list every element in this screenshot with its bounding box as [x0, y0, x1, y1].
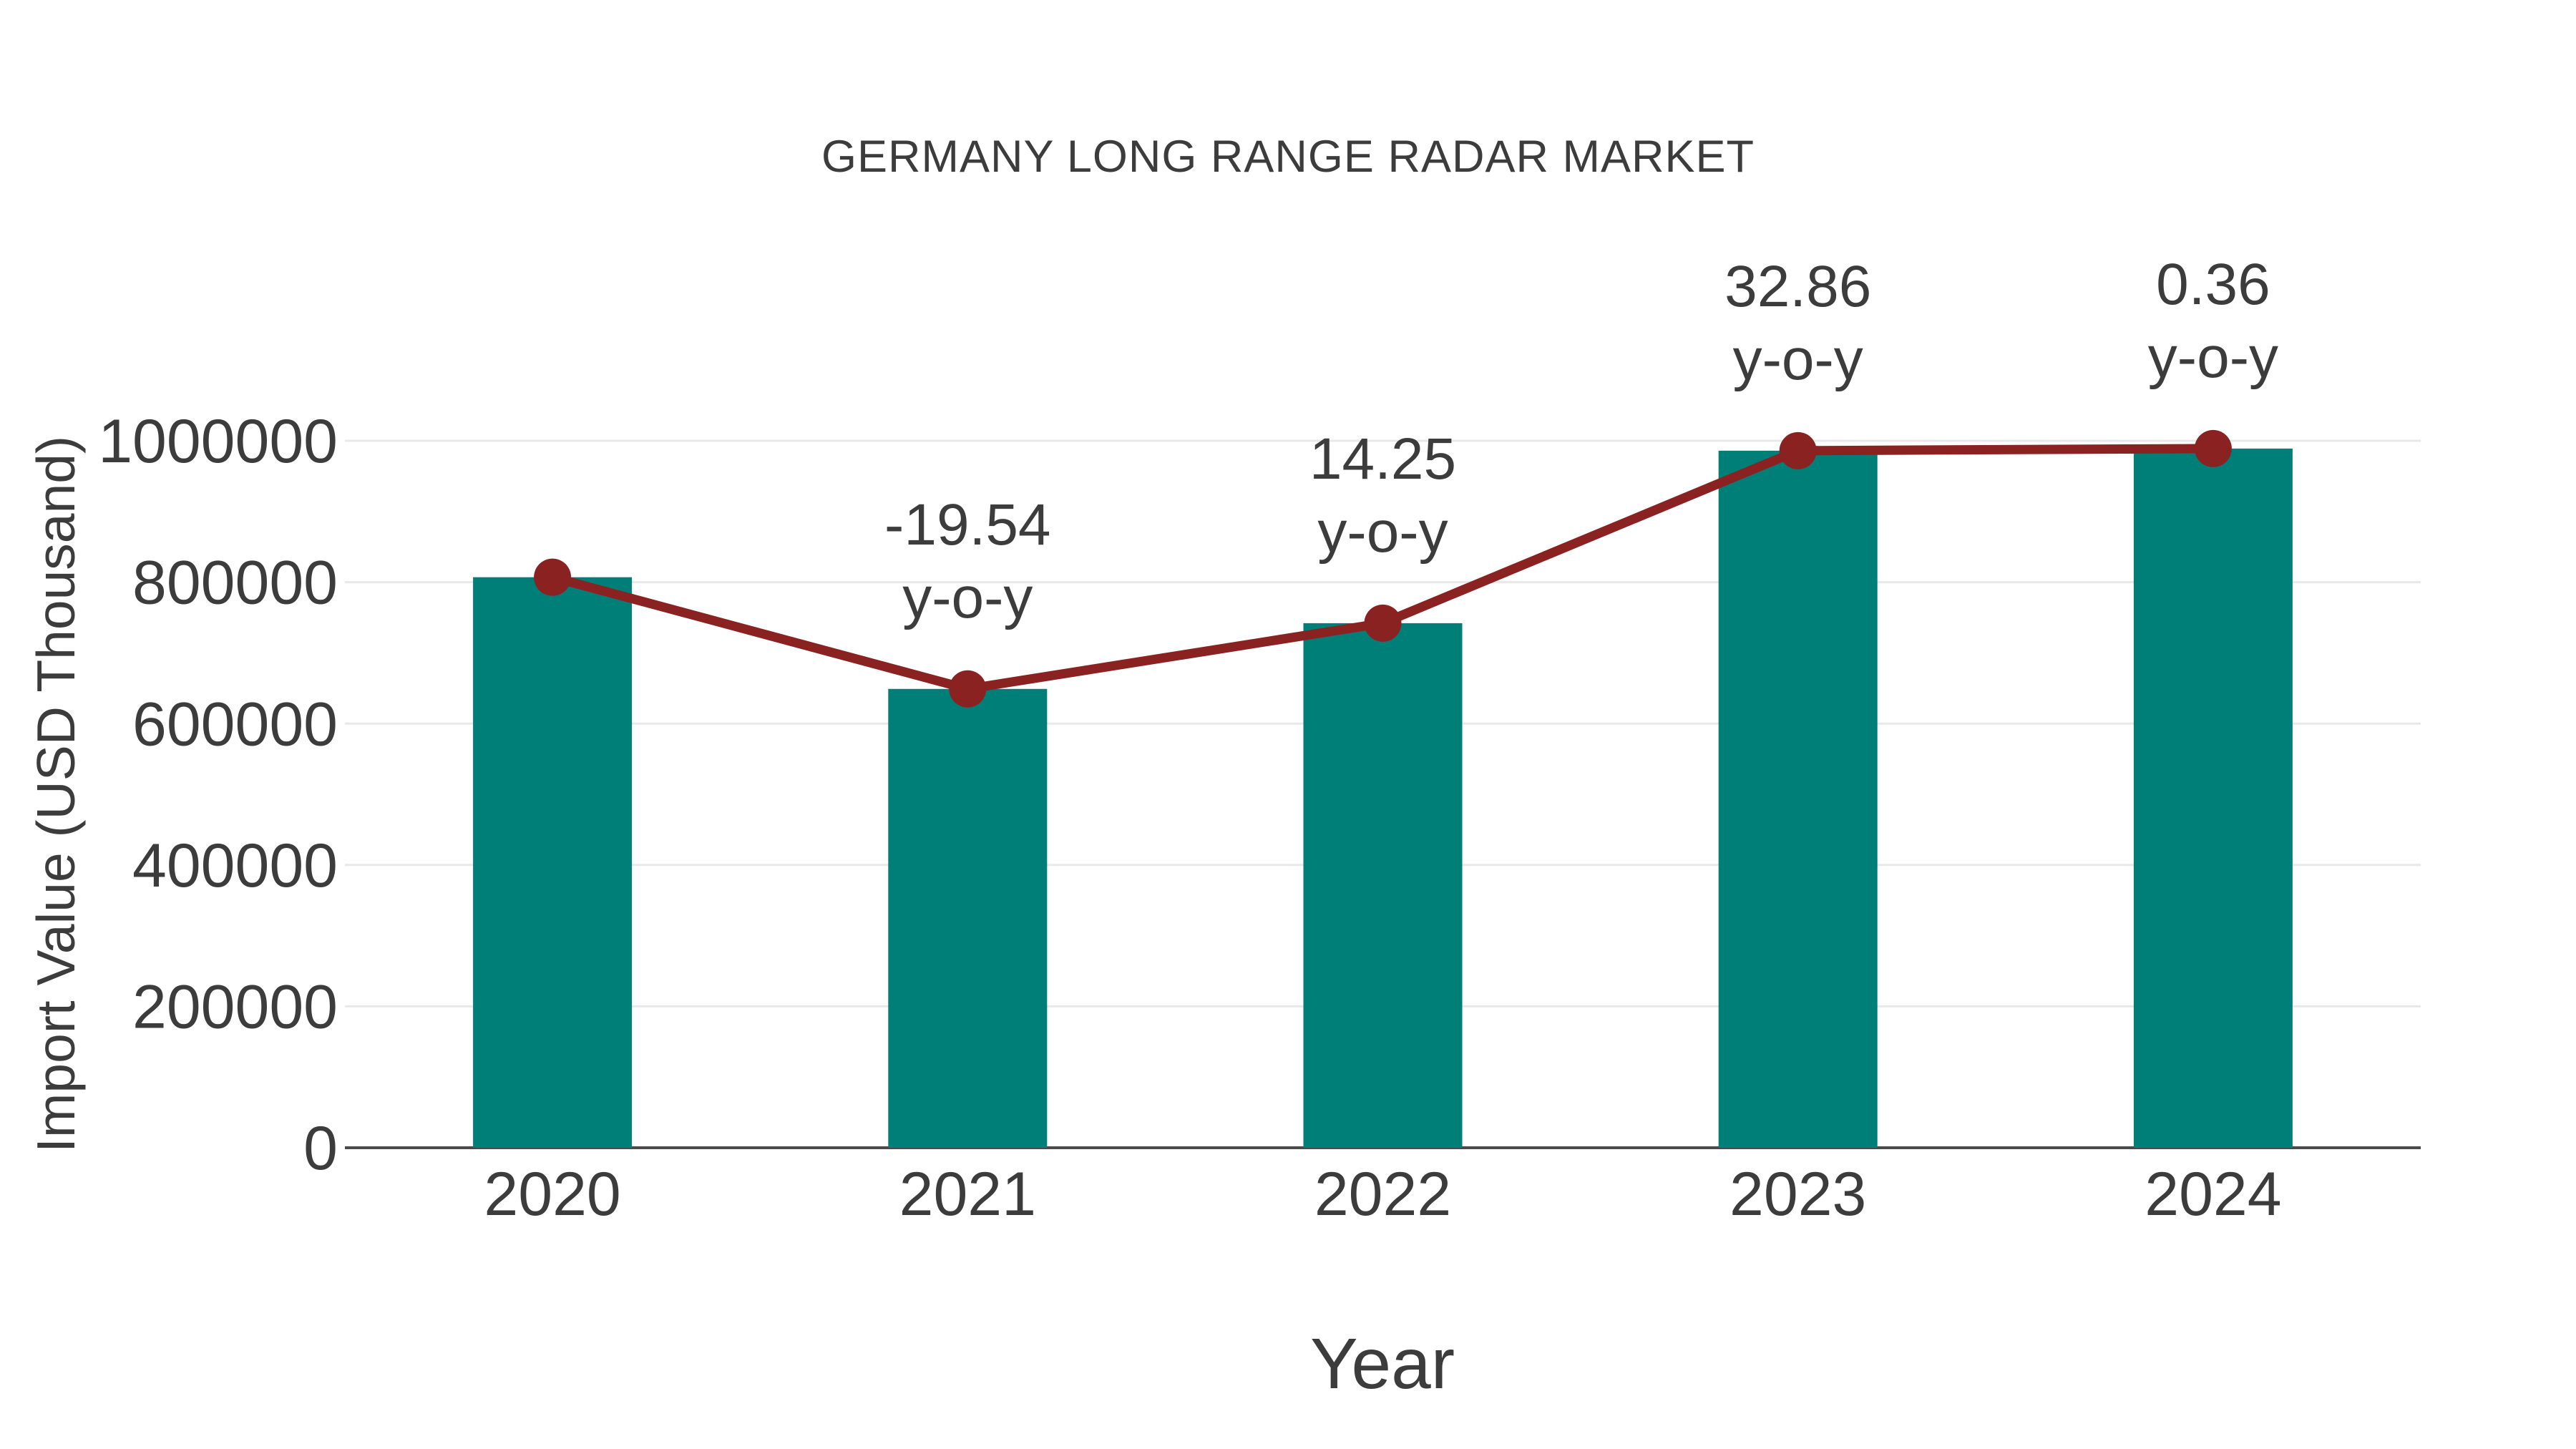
- y-tick-label-400000: 400000: [132, 831, 338, 900]
- y-tick-label-600000: 600000: [132, 690, 338, 758]
- bar-2021: [888, 688, 1048, 1148]
- marker-2020: [534, 558, 572, 596]
- x-tick-label-2023: 2023: [1729, 1160, 1866, 1229]
- y-tick-label-800000: 800000: [132, 549, 338, 618]
- bars: [473, 448, 2293, 1148]
- x-axis-title: Year: [1310, 1324, 1455, 1404]
- y-tick-label-1000000: 1000000: [98, 407, 338, 476]
- y-axis-title: Import Value (USD Thousand): [26, 436, 86, 1153]
- x-tick-label-2024: 2024: [2145, 1160, 2281, 1229]
- marker-2022: [1364, 604, 1402, 642]
- bar-2024: [2133, 448, 2293, 1148]
- point-labels: -19.54 y-o-y 14.25 y-o-y 32.86 y-o-y 0.36 y-o-y: [884, 252, 2278, 630]
- x-tick-labels: 2020 2021 2022 2023 2024: [484, 1160, 2281, 1229]
- marker-2021: [949, 670, 987, 708]
- y-tick-label-200000: 200000: [132, 973, 338, 1042]
- bar-2023: [1718, 450, 1878, 1148]
- bar-2020: [473, 577, 633, 1148]
- yoy-value-label-2024: 0.36: [2156, 252, 2270, 317]
- bar-2022: [1303, 623, 1463, 1148]
- x-tick-label-2021: 2021: [899, 1160, 1036, 1229]
- y-tick-labels: 0 200000 400000 600000 800000 1000000: [98, 407, 338, 1183]
- marker-2023: [1779, 431, 1817, 469]
- x-tick-label-2022: 2022: [1314, 1160, 1451, 1229]
- y-tick-label-0: 0: [303, 1114, 338, 1183]
- yoy-suffix-label-2022: y-o-y: [1317, 499, 1448, 565]
- yoy-suffix-label-2023: y-o-y: [1733, 327, 1863, 392]
- x-tick-label-2020: 2020: [484, 1160, 620, 1229]
- yoy-value-label-2022: 14.25: [1309, 426, 1456, 492]
- marker-2024: [2194, 429, 2232, 467]
- yoy-value-label-2021: -19.54: [884, 492, 1051, 557]
- yoy-suffix-label-2021: y-o-y: [902, 565, 1033, 630]
- yoy-suffix-label-2024: y-o-y: [2148, 325, 2278, 390]
- trend-markers: [534, 429, 2232, 708]
- chart-title: GERMANY LONG RANGE RADAR MARKET: [821, 132, 1755, 182]
- yoy-value-label-2023: 32.86: [1724, 254, 1871, 319]
